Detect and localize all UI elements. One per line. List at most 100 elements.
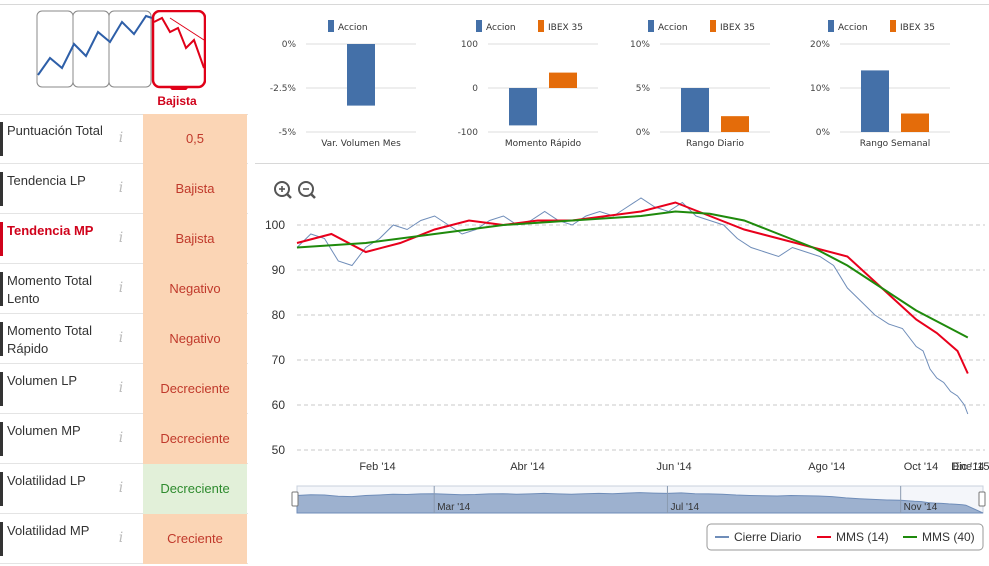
y-tick-label: -100 [458, 128, 479, 138]
indicator-marker [0, 172, 3, 206]
y-tick-label: 0% [816, 128, 831, 138]
navigator-handle-right[interactable] [978, 491, 986, 507]
indicator-row-momento-total-rapido[interactable]: Momento Total Rápido i Negativo [0, 314, 248, 364]
mini-chart-rango-semanal: Accion IBEX 35 20% 10% 0% Rango Semanal [792, 14, 960, 154]
indicator-row-volumen-mp[interactable]: Volumen MP i Decreciente [0, 414, 248, 464]
y-tick-label: 0 [472, 84, 478, 94]
legend-swatch-ibex-35 [710, 20, 716, 32]
indicator-value: Decreciente [143, 414, 247, 464]
info-icon[interactable]: i [118, 130, 124, 146]
trend-thumb-bajista[interactable] [151, 10, 206, 89]
y-tick-label: 70 [272, 353, 286, 367]
mini-chart-title: Var. Volumen Mes [321, 139, 401, 149]
legend-label-ibex-35: IBEX 35 [720, 23, 755, 33]
navigator-tick-label: Mar '14 [437, 502, 470, 513]
bar-accion[interactable] [509, 88, 537, 126]
x-tick-label: Feb '14 [359, 461, 395, 473]
indicator-name: Volatilidad MP [7, 523, 90, 538]
indicator-row-tendencia-mp[interactable]: Tendencia MP i Bajista [0, 214, 248, 264]
indicator-row-volumen-lp[interactable]: Volumen LP i Decreciente [0, 364, 248, 414]
info-icon[interactable]: i [118, 230, 124, 246]
indicator-row-volatilidad-lp[interactable]: Volatilidad LP i Decreciente [0, 464, 248, 514]
indicator-row-volatilidad-mp[interactable]: Volatilidad MP i Creciente [0, 514, 248, 564]
legend-swatch-ibex-35 [538, 20, 544, 32]
indicator-row-momento-total-lento[interactable]: Momento Total Lento i Negativo [0, 264, 248, 314]
legend-label: Cierre Diario [734, 530, 802, 544]
trend-pointer [170, 88, 188, 90]
bar-ibex-35[interactable] [901, 113, 929, 132]
indicator-name: Momento Total Lento [7, 273, 93, 306]
trend-thumb-1[interactable] [36, 10, 74, 88]
info-icon[interactable]: i [118, 330, 124, 346]
series-line-cierre-diario [296, 197, 969, 415]
indicator-row-tendencia-lp[interactable]: Tendencia LP i Bajista [0, 164, 248, 214]
bar-ibex-35[interactable] [721, 116, 749, 132]
sidebar-separator [0, 114, 248, 115]
indicator-value: Negativo [143, 264, 247, 314]
bar-ibex-35[interactable] [549, 72, 577, 88]
y-tick-label: 10% [810, 84, 830, 94]
indicator-name: Tendencia MP [7, 223, 94, 238]
indicator-value: Bajista [143, 214, 247, 264]
mini-chart-momento: Accion IBEX 35 100 0 -100 Momento Rápido [440, 14, 608, 154]
zoom-in-icon[interactable] [274, 181, 292, 199]
info-icon[interactable]: i [118, 180, 124, 196]
indicator-name: Tendencia LP [7, 173, 86, 188]
y-tick-label: -5% [278, 128, 296, 138]
bar-accion[interactable] [681, 88, 709, 132]
zoom-out-icon[interactable] [298, 181, 316, 199]
chart-legend: Cierre Diario MMS (14) MMS (40) [706, 523, 984, 551]
series-line-mms-14 [296, 201, 969, 374]
indicator-marker [0, 422, 3, 456]
legend-swatch-accion [828, 20, 834, 32]
legend-swatch-accion [328, 20, 334, 32]
navigator-tick-label: Jul '14 [670, 502, 699, 513]
indicator-marker [0, 522, 3, 556]
bar-accion[interactable] [861, 70, 889, 132]
mini-chart-volumen: Accion 0% -2.5% -5% Var. Volumen Mes [258, 14, 426, 154]
indicator-table: Puntuación Total i 0,5 Tendencia LP i Bajista… [0, 114, 248, 564]
trend-thumb-3[interactable] [108, 10, 152, 88]
indicator-marker [0, 272, 3, 306]
info-icon[interactable]: i [118, 530, 124, 546]
legend-label: MMS (40) [922, 530, 975, 544]
indicator-name: Puntuación Total [7, 123, 103, 138]
legend-label-accion: Accion [486, 23, 516, 33]
info-icon[interactable]: i [118, 430, 124, 446]
indicator-row-puntuacion-total[interactable]: Puntuación Total i 0,5 [0, 114, 248, 164]
legend-item-cierre-diario[interactable]: Cierre Diario [715, 530, 802, 544]
zoom-in-handle [286, 193, 292, 199]
indicator-marker [0, 222, 3, 256]
legend-item-mms-40[interactable]: MMS (40) [903, 530, 975, 544]
legend-label-accion: Accion [338, 23, 368, 33]
indicator-marker [0, 122, 3, 156]
trend-selector [36, 10, 206, 90]
mini-chart-title: Rango Diario [686, 139, 745, 149]
indicator-value: Negativo [143, 314, 247, 364]
charts-divider [255, 163, 989, 164]
indicator-value: Bajista [143, 164, 247, 214]
indicator-name: Momento Total Rápido [7, 323, 93, 356]
navigator-handle-left[interactable] [291, 491, 299, 507]
indicator-name: Volumen MP [7, 423, 81, 438]
legend-item-mms-14[interactable]: MMS (14) [817, 530, 889, 544]
legend-swatch-ibex-35 [890, 20, 896, 32]
indicator-name: Volumen LP [7, 373, 78, 388]
info-icon[interactable]: i [118, 280, 124, 296]
legend-swatch-accion [648, 20, 654, 32]
price-chart: 100 90 80 70 60 50 Feb '14 Abr '14 Jun '14 Ago '1… [255, 172, 989, 566]
y-tick-label: 100 [265, 218, 285, 232]
series-line-mms-40 [296, 210, 969, 339]
y-tick-label: 50 [272, 443, 286, 457]
info-icon[interactable]: i [118, 480, 124, 496]
info-icon[interactable]: i [118, 380, 124, 396]
indicator-marker [0, 472, 3, 506]
x-tick-label: Ago '14 [808, 461, 845, 473]
bar-accion[interactable] [347, 44, 375, 106]
trend-sparkline-up [37, 14, 153, 76]
legend-label-ibex-35: IBEX 35 [548, 23, 583, 33]
top-divider [0, 4, 989, 5]
indicator-value: Creciente [143, 514, 247, 564]
trend-guide-line [169, 17, 205, 41]
indicator-value: Decreciente [143, 464, 247, 514]
